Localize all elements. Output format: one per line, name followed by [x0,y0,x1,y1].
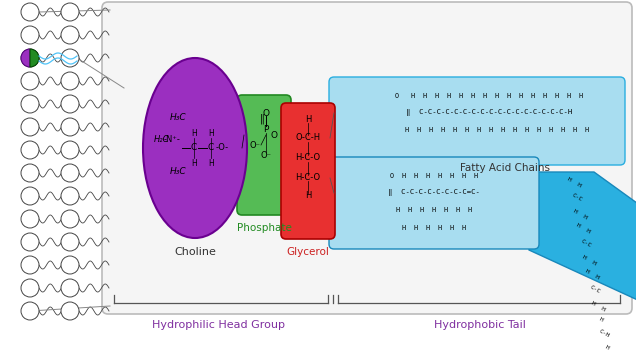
Circle shape [21,302,39,320]
Circle shape [61,26,79,44]
Circle shape [21,279,39,297]
Text: Fatty Acid Chains: Fatty Acid Chains [460,163,550,173]
Text: C-C: C-C [589,285,601,295]
Circle shape [61,141,79,159]
Text: -O-: -O- [216,144,228,152]
Circle shape [21,256,39,274]
Circle shape [21,72,39,90]
Circle shape [61,210,79,228]
Text: O-C-H: O-C-H [296,134,321,142]
Text: P: P [263,125,268,134]
Circle shape [21,26,39,44]
Text: H  H: H H [581,254,597,266]
Text: ‖  C-C-C-C-C-C-C-C-C-C-C-C-C-C-C-C-C-H: ‖ C-C-C-C-C-C-C-C-C-C-C-C-C-C-C-C-C-H [406,110,572,116]
Ellipse shape [143,58,247,238]
FancyBboxPatch shape [329,157,539,249]
Text: O⁻: O⁻ [261,151,272,160]
Circle shape [21,49,39,67]
Text: O: O [263,109,270,117]
Text: C: C [191,144,197,152]
Text: H: H [191,129,197,137]
Text: H: H [305,116,311,125]
Text: H  H  H  H  H  H  H  H  H  H  H  H  H  H  H  H: H H H H H H H H H H H H H H H H [405,127,589,133]
Text: Choline: Choline [174,247,216,257]
Text: H: H [305,191,311,201]
Wedge shape [21,49,30,67]
Text: H: H [191,159,197,167]
Text: H  H: H H [572,208,588,220]
Text: Hydrophobic Tail: Hydrophobic Tail [434,320,526,330]
Circle shape [61,95,79,113]
Circle shape [61,187,79,205]
Text: H₃C: H₃C [170,114,186,122]
Text: H: H [598,317,604,323]
Text: H-C-O: H-C-O [296,174,321,182]
Text: ‖: ‖ [259,114,265,124]
Text: Phosphate: Phosphate [237,223,291,233]
Circle shape [61,49,79,67]
Circle shape [61,118,79,136]
Text: O⁻: O⁻ [249,141,261,150]
Text: H  H: H H [590,300,605,312]
Circle shape [21,141,39,159]
Circle shape [61,279,79,297]
Text: H  H: H H [575,222,591,234]
Circle shape [21,233,39,251]
Text: C-C: C-C [580,239,592,249]
Text: H: H [208,129,214,137]
FancyBboxPatch shape [329,77,625,165]
Text: Hydrophilic Head Group: Hydrophilic Head Group [151,320,284,330]
Text: H₃C: H₃C [170,167,186,176]
Text: O  H  H  H  H  H  H  H: O H H H H H H H [390,173,478,179]
FancyBboxPatch shape [237,95,291,215]
Text: H₂C: H₂C [155,136,170,145]
Text: C-H: C-H [598,329,610,339]
Text: H: H [208,159,214,167]
Circle shape [61,164,79,182]
Text: O: O [270,131,277,140]
Circle shape [21,95,39,113]
Text: C-C: C-C [571,193,583,203]
Text: H  H  H  H  H  H  H: H H H H H H H [396,207,472,213]
Circle shape [61,233,79,251]
Text: H-C-O: H-C-O [296,154,321,162]
Text: ‖  C-C-C-C-C-C-C-C=C-: ‖ C-C-C-C-C-C-C-C=C- [388,190,480,196]
Polygon shape [529,172,636,302]
Circle shape [61,3,79,21]
Circle shape [21,164,39,182]
Wedge shape [30,49,39,67]
Circle shape [61,256,79,274]
Text: H: H [604,345,610,351]
Circle shape [21,187,39,205]
Text: -N⁺-: -N⁺- [163,136,181,145]
Text: H  H: H H [566,176,582,188]
Text: Glycerol: Glycerol [287,247,329,257]
Text: H  H  H  H  H  H: H H H H H H [402,225,466,231]
Circle shape [21,118,39,136]
Text: O   H  H  H  H  H  H  H  H  H  H  H  H  H  H  H: O H H H H H H H H H H H H H H H [395,93,583,99]
Text: C: C [208,144,214,152]
Circle shape [61,72,79,90]
Circle shape [61,302,79,320]
Circle shape [21,3,39,21]
FancyBboxPatch shape [281,103,335,239]
Circle shape [21,210,39,228]
Text: H  H: H H [584,268,600,280]
FancyBboxPatch shape [102,2,632,314]
